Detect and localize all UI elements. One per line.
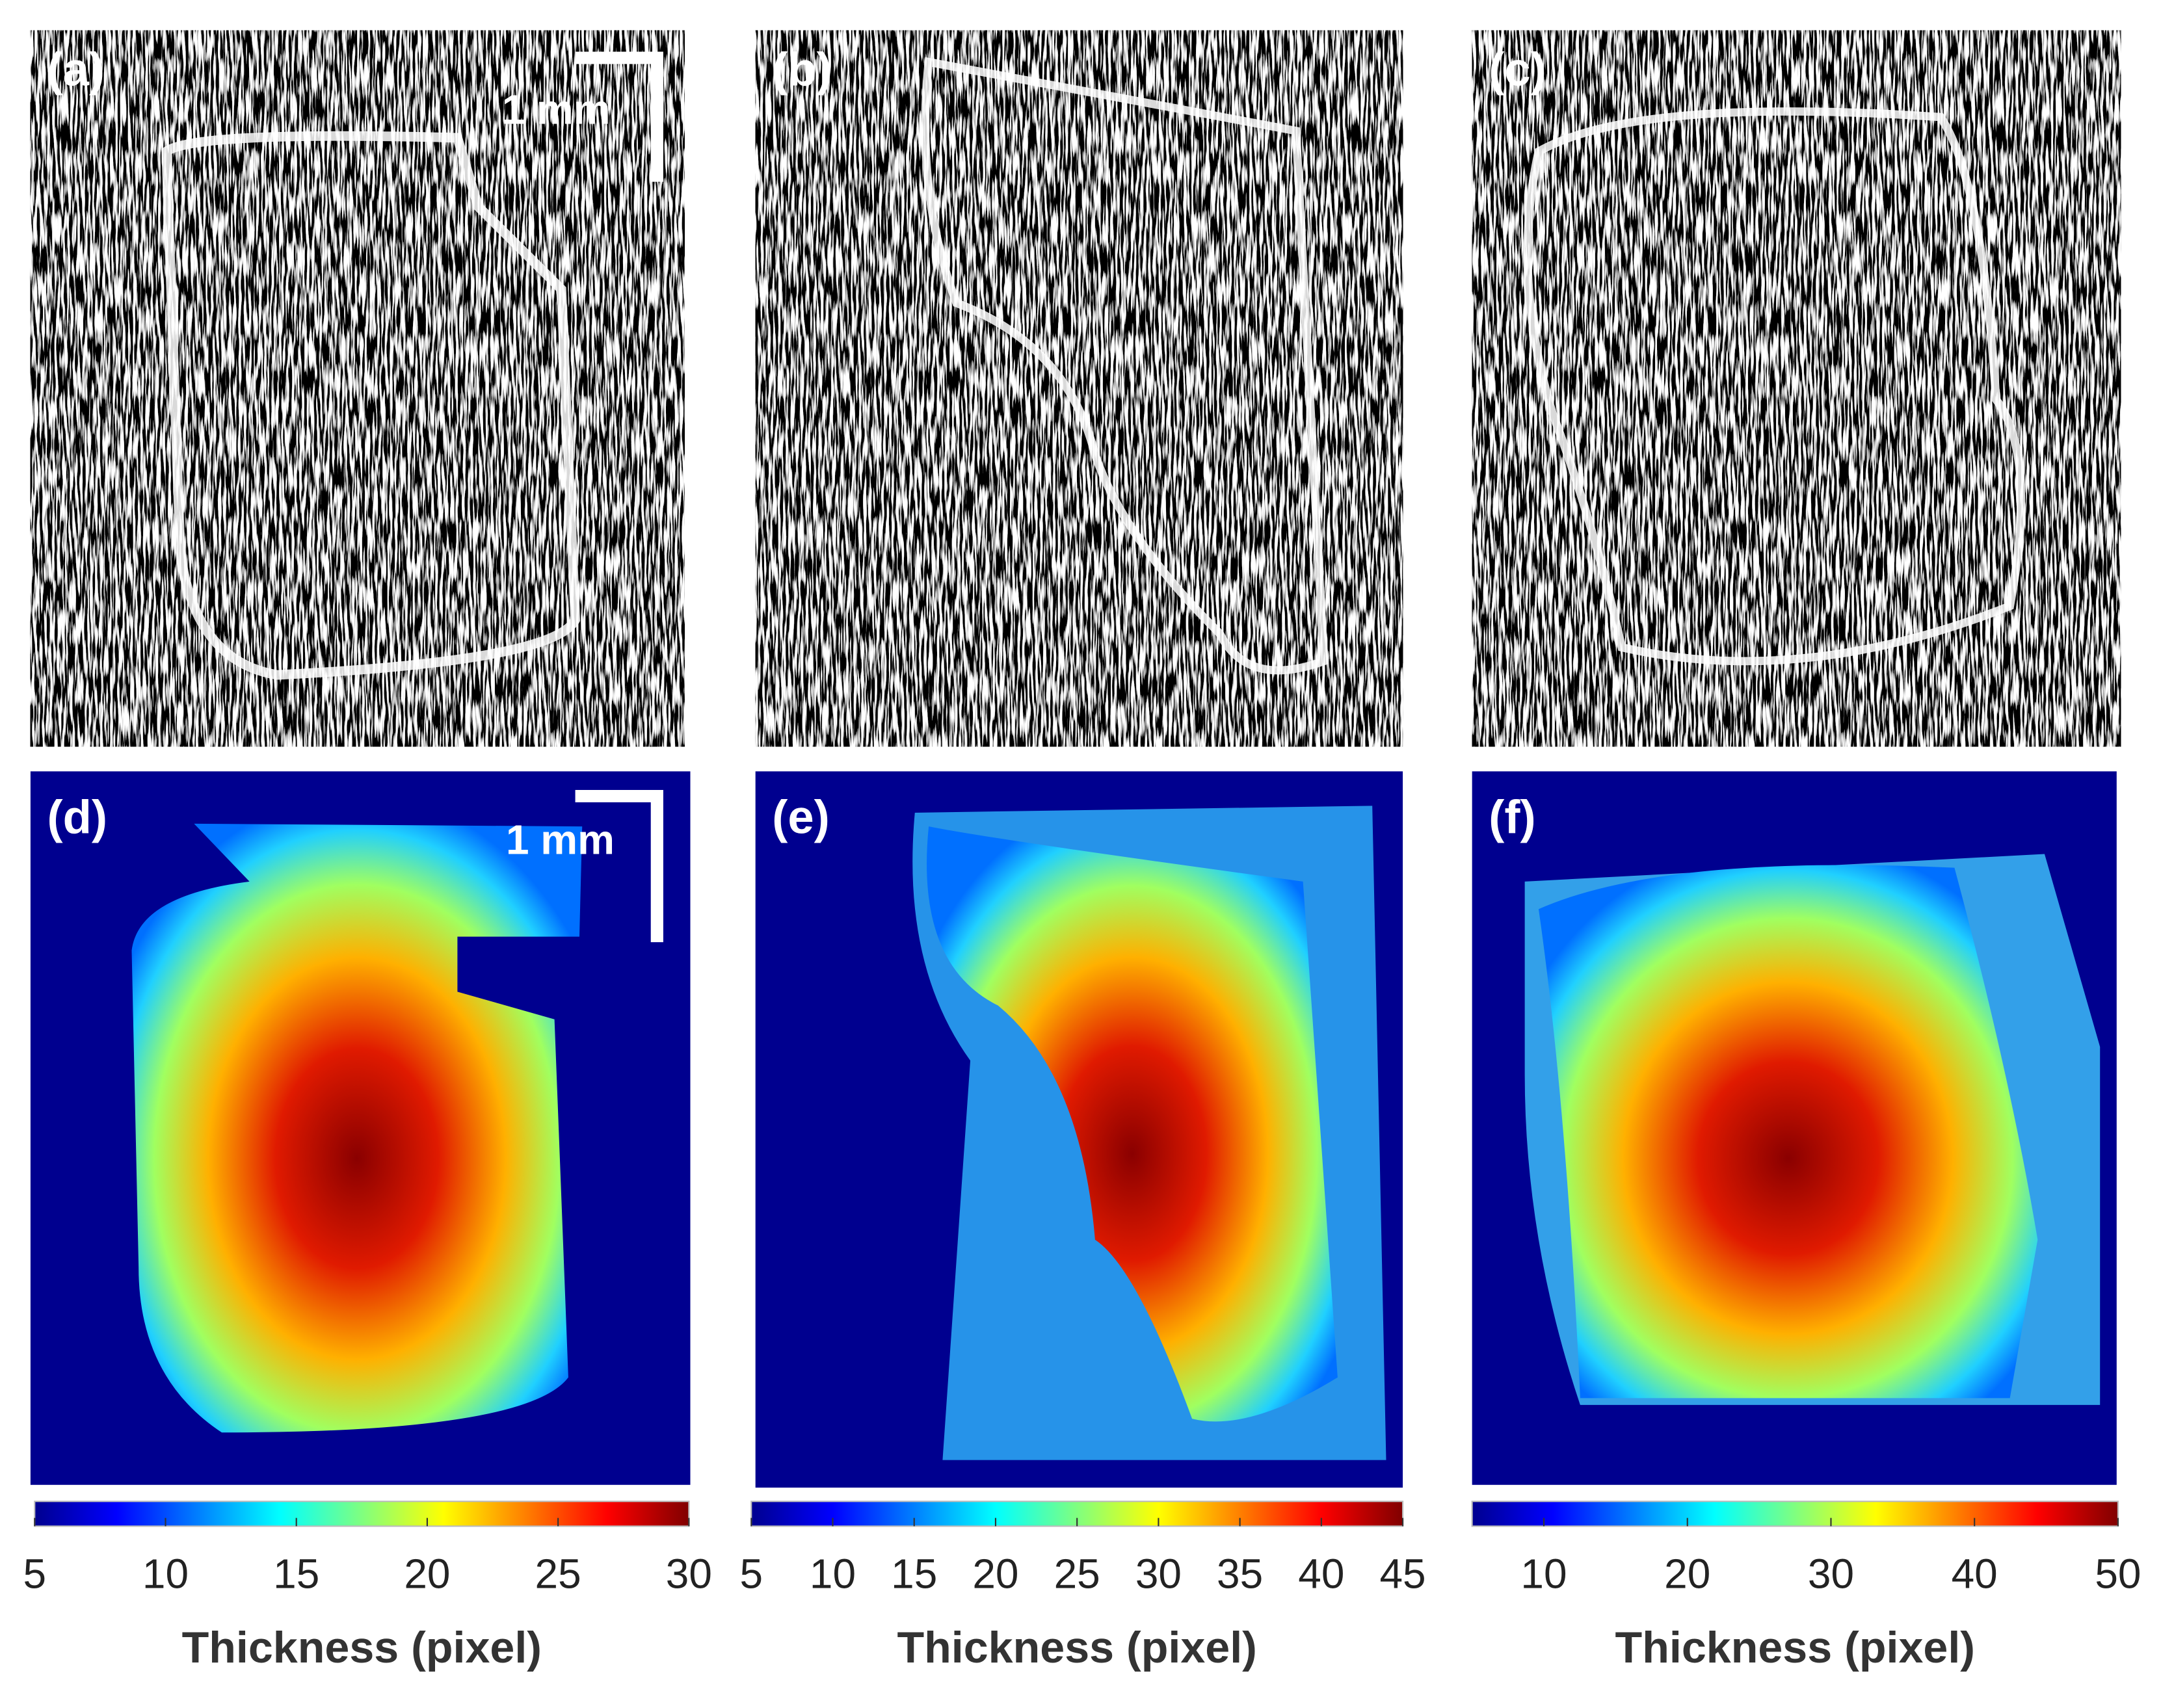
panel-label: (b) [772,44,832,96]
map-e [755,771,1403,1488]
colorbar-tick-label: 45 [1380,1551,1426,1597]
scale-bar-label: 1 mm [506,817,615,863]
scale-bar [575,789,663,943]
colorbar-tick-label: 15 [891,1551,937,1597]
colorbar-tick-label: 30 [1135,1551,1182,1597]
scale-bar [575,51,663,182]
scale-bar-label: 1 mm [502,86,611,133]
colorbar-tick-label: 10 [142,1551,189,1597]
colorbar-tick-label: 25 [1054,1551,1100,1597]
colorbar [34,1501,690,1527]
colorbar-tick-label: 30 [1808,1551,1854,1597]
colorbar-tick-label: 5 [739,1551,763,1597]
image-a [30,30,685,747]
colorbar-tick-label: 10 [810,1551,856,1597]
colorbar-label: Thickness (pixel) [1615,1623,1975,1672]
colorbar-tick-label: 15 [273,1551,319,1597]
colorbar-label: Thickness (pixel) [897,1623,1256,1672]
colorbar-tick-label: 40 [1298,1551,1344,1597]
image-c [1472,30,2121,747]
colorbar-tick-label: 40 [1952,1551,1998,1597]
panel-label: (f) [1489,792,1535,844]
panel-label: (e) [772,792,830,844]
panel-label: (d) [47,792,107,844]
colorbar-tick-label: 20 [972,1551,1018,1597]
colorbar-label: Thickness (pixel) [182,1623,542,1672]
colorbar-tick-label: 35 [1217,1551,1263,1597]
map-f [1472,771,2117,1485]
map-d [30,771,691,1485]
colorbar-tick-label: 30 [666,1551,712,1597]
image-b [755,30,1403,747]
colorbar-tick-label: 25 [535,1551,581,1597]
colorbar-tick-label: 20 [1664,1551,1710,1597]
panel-label: (a) [47,44,105,96]
colorbar-tick-label: 50 [2095,1551,2141,1597]
colorbar-tick-label: 10 [1520,1551,1567,1597]
panel-label: (c) [1489,44,1546,96]
colorbar-tick-label: 5 [23,1551,46,1597]
colorbar [1471,1501,2119,1527]
colorbar-tick-label: 20 [404,1551,450,1597]
